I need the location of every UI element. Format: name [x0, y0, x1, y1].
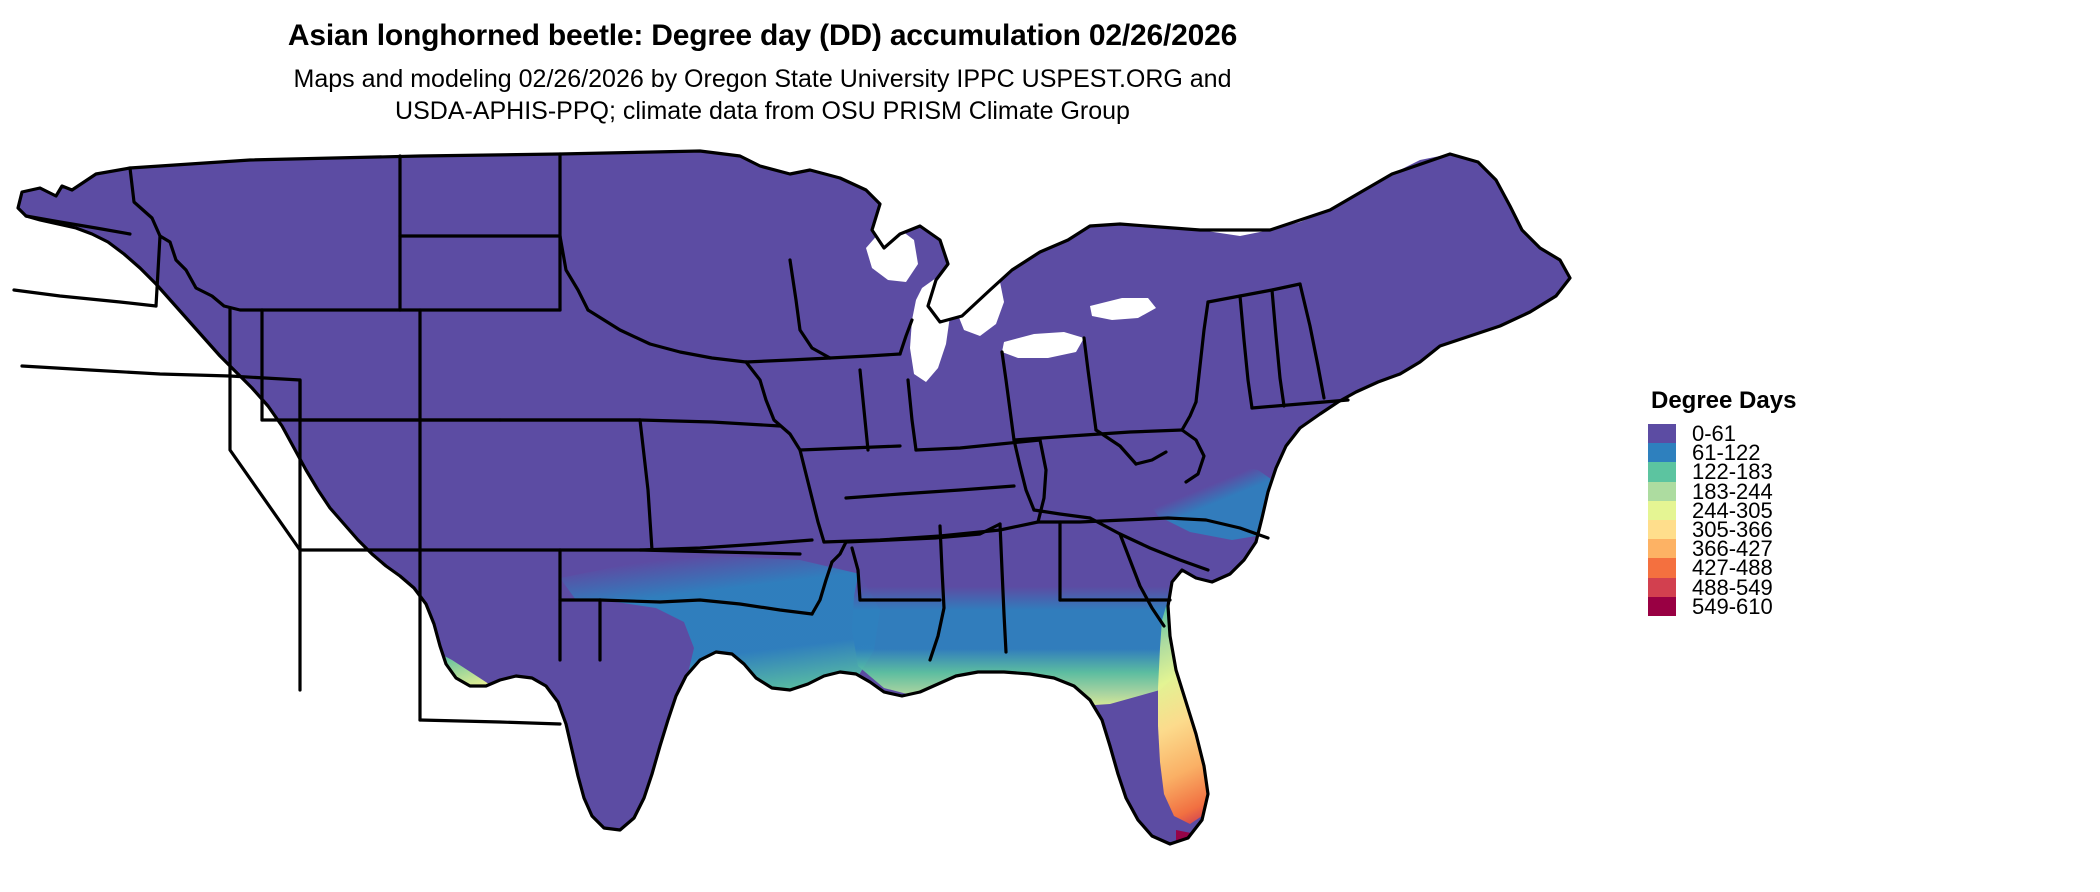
dd-raster-layer: [18, 151, 1570, 844]
legend-entry: 488-549: [1648, 574, 1978, 600]
legend-entry: 427-488: [1648, 555, 1978, 581]
dd-base-fill: [18, 151, 1570, 844]
legend-range-label: 183-244: [1692, 478, 1773, 504]
legend-color-swatch: [1648, 424, 1676, 444]
legend-entry: 61-122: [1648, 440, 1978, 466]
dd-region-gulf-southeast: [852, 560, 1204, 708]
lake-huron: [956, 276, 1004, 336]
legend-range-label: 61-122: [1692, 440, 1761, 466]
dd-region-florida-keys: [1176, 830, 1226, 844]
dd-region-imperial-valley: [242, 650, 326, 730]
map-canvas: [0, 130, 1620, 890]
legend-entry: 366-427: [1648, 536, 1978, 562]
subtitle-line-2: USDA-APHIS-PPQ; climate data from OSU PR…: [395, 97, 1130, 125]
title-block: Asian longhorned beetle: Degree day (DD)…: [0, 18, 1525, 127]
page-title: Asian longhorned beetle: Degree day (DD)…: [287, 19, 1238, 52]
legend-range-label: 244-305: [1692, 497, 1773, 523]
dd-region-rio-grande-valley: [682, 808, 722, 844]
legend-entry: 0-61: [1648, 421, 1978, 446]
legend-color-swatch: [1648, 462, 1676, 482]
lake-ontario: [1090, 298, 1156, 320]
legend-entry: 183-244: [1648, 478, 1978, 504]
legend-range-label: 549-610: [1692, 593, 1773, 619]
legend-color-swatch: [1648, 481, 1676, 501]
page-subtitle: Maps and modeling 02/26/2026 by Oregon S…: [0, 63, 1525, 127]
legend-color-swatch: [1648, 539, 1676, 559]
subtitle-line-1: Maps and modeling 02/26/2026 by Oregon S…: [293, 65, 1232, 93]
us-degree-day-choropleth: [12, 149, 1572, 846]
legend-title: Degree Days: [1651, 387, 1797, 414]
legend-entry: 122-183: [1648, 459, 1978, 485]
legend-color-swatch: [1648, 596, 1676, 616]
legend-range-label: 488-549: [1692, 574, 1773, 600]
legend-color-swatch: [1648, 500, 1676, 520]
lake-erie: [1002, 332, 1084, 358]
legend-range-label: 122-183: [1692, 459, 1773, 485]
legend-color-swatch: [1648, 519, 1676, 540]
legend-color-swatch: [1648, 443, 1676, 463]
legend: Degree Days 0-61 61-122 122-183 183-244 244-…: [1648, 387, 1978, 619]
legend-range-label: 427-488: [1692, 555, 1773, 581]
legend-entry: 305-366: [1648, 516, 1978, 542]
legend-color-swatch: [1648, 577, 1676, 597]
dd-region-california-valley: [18, 366, 300, 678]
great-lakes: [866, 228, 1156, 382]
lake-michigan: [910, 278, 950, 382]
legend-entry: 549-610: [1648, 593, 1978, 619]
legend-range-label: 0-61: [1692, 421, 1737, 446]
legend-color-swatch: [1648, 558, 1676, 578]
legend-range-label: 305-366: [1692, 516, 1773, 542]
legend-entry: 244-305: [1648, 497, 1978, 523]
legend-entry-list: 0-61 61-122 122-183 183-244 244-305 305-366 36…: [1648, 421, 1978, 619]
legend-range-label: 366-427: [1692, 536, 1773, 562]
state-boundaries: [12, 149, 1572, 846]
